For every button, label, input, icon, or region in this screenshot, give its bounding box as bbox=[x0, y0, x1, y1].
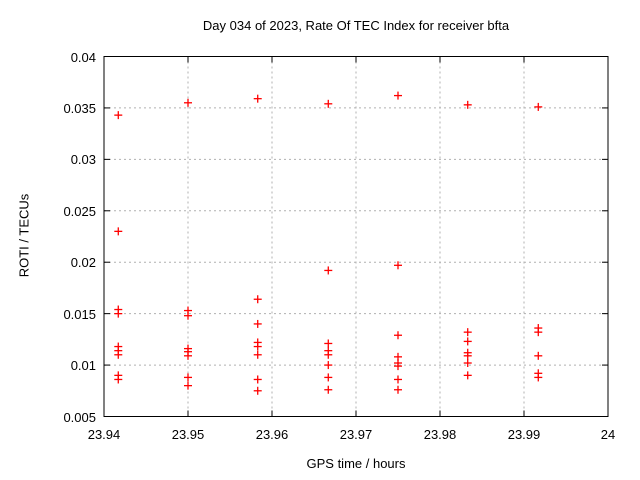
data-point bbox=[184, 381, 192, 390]
data-point bbox=[463, 371, 472, 380]
y-tick-label: 0.04 bbox=[70, 49, 96, 65]
data-point bbox=[394, 362, 402, 371]
data-point bbox=[324, 266, 333, 275]
data-point bbox=[184, 373, 192, 382]
x-tick-label: 23.99 bbox=[507, 427, 541, 442]
data-point bbox=[114, 309, 123, 318]
data-point bbox=[253, 94, 262, 103]
data-point bbox=[463, 359, 472, 368]
data-point bbox=[394, 375, 402, 384]
data-point bbox=[184, 351, 192, 360]
x-tick-label: 23.94 bbox=[87, 427, 121, 442]
data-point bbox=[324, 99, 333, 108]
data-point bbox=[394, 385, 402, 394]
y-tick-label: 0.03 bbox=[70, 152, 96, 168]
data-point bbox=[114, 227, 123, 236]
data-point bbox=[114, 111, 123, 120]
data-point bbox=[324, 385, 333, 394]
x-tick-label: 23.98 bbox=[423, 427, 457, 442]
y-tick-label: 0.01 bbox=[70, 358, 96, 374]
data-point bbox=[184, 98, 192, 107]
data-point bbox=[534, 328, 543, 337]
data-point bbox=[324, 373, 333, 382]
x-tick-label: 23.96 bbox=[255, 427, 289, 442]
y-tick-label: 0.035 bbox=[63, 100, 96, 116]
chart-title: Day 034 of 2023, Rate Of TEC Index for r… bbox=[202, 18, 510, 33]
data-point bbox=[324, 350, 333, 359]
data-point bbox=[324, 361, 333, 370]
data-point bbox=[394, 261, 402, 270]
y-tick-label: 0.005 bbox=[63, 409, 96, 425]
data-point bbox=[394, 331, 402, 340]
data-point bbox=[253, 350, 262, 359]
data-point bbox=[114, 350, 123, 359]
data-point bbox=[324, 339, 333, 348]
y-tick-label: 0.025 bbox=[63, 203, 96, 219]
data-point bbox=[253, 295, 262, 304]
x-tick-label: 23.95 bbox=[171, 427, 205, 442]
data-point bbox=[463, 100, 472, 109]
data-point bbox=[253, 342, 262, 351]
data-point bbox=[534, 102, 543, 111]
data-point bbox=[114, 375, 123, 384]
x-tick-label: 24 bbox=[600, 427, 616, 442]
x-axis-label: GPS time / hours bbox=[306, 456, 406, 471]
x-tick-label: 23.97 bbox=[339, 427, 373, 442]
data-point bbox=[534, 373, 543, 382]
data-point bbox=[184, 311, 192, 320]
y-tick-label: 0.02 bbox=[70, 255, 96, 271]
data-point bbox=[534, 351, 543, 360]
data-point bbox=[463, 328, 472, 337]
data-point bbox=[394, 91, 402, 100]
data-point bbox=[253, 386, 262, 395]
data-point bbox=[463, 337, 472, 346]
data-point bbox=[253, 375, 262, 384]
y-tick-label: 0.015 bbox=[63, 306, 96, 322]
data-point bbox=[463, 351, 472, 360]
plot-border bbox=[103, 56, 609, 417]
data-point bbox=[253, 319, 262, 328]
